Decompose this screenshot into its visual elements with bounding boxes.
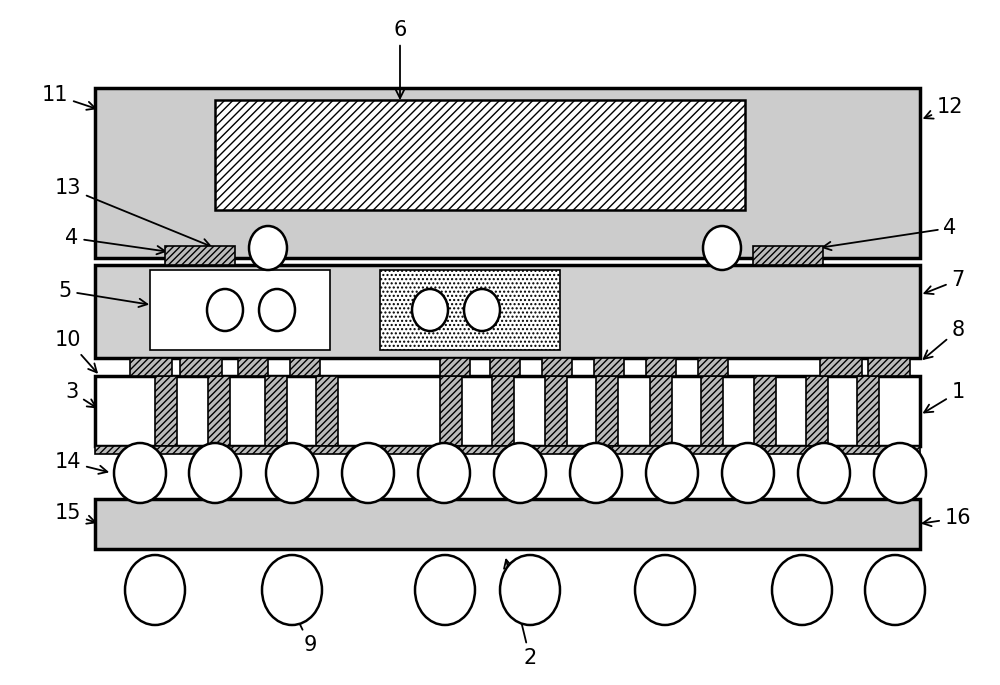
Text: 9: 9 bbox=[294, 612, 317, 655]
Bar bbox=[95, 265, 920, 358]
Text: 8: 8 bbox=[924, 320, 965, 359]
Bar bbox=[95, 499, 920, 549]
Bar bbox=[820, 358, 862, 376]
Text: 4: 4 bbox=[823, 218, 957, 250]
Bar bbox=[545, 376, 567, 446]
Bar bbox=[380, 270, 560, 350]
Ellipse shape bbox=[772, 555, 832, 625]
Ellipse shape bbox=[412, 289, 448, 331]
Ellipse shape bbox=[500, 555, 560, 625]
Ellipse shape bbox=[646, 443, 698, 503]
Text: 4: 4 bbox=[65, 228, 165, 254]
Bar bbox=[701, 376, 723, 446]
Text: 12: 12 bbox=[924, 97, 963, 119]
Bar bbox=[265, 376, 287, 446]
Ellipse shape bbox=[259, 289, 295, 331]
Bar bbox=[542, 358, 572, 376]
Ellipse shape bbox=[703, 226, 741, 270]
Bar bbox=[698, 358, 728, 376]
Bar bbox=[316, 376, 338, 446]
Bar bbox=[95, 446, 920, 454]
Bar bbox=[596, 376, 618, 446]
Text: 2: 2 bbox=[504, 560, 537, 668]
Bar bbox=[238, 358, 268, 376]
Ellipse shape bbox=[635, 555, 695, 625]
Text: 6: 6 bbox=[393, 20, 407, 98]
Bar bbox=[208, 376, 230, 446]
Bar bbox=[806, 376, 828, 446]
Bar bbox=[130, 358, 172, 376]
Ellipse shape bbox=[494, 443, 546, 503]
Ellipse shape bbox=[266, 443, 318, 503]
Bar bbox=[290, 358, 320, 376]
Text: 10: 10 bbox=[55, 330, 97, 373]
Ellipse shape bbox=[125, 555, 185, 625]
Ellipse shape bbox=[207, 289, 243, 331]
Ellipse shape bbox=[865, 555, 925, 625]
Ellipse shape bbox=[114, 443, 166, 503]
Text: 16: 16 bbox=[923, 508, 971, 528]
Bar bbox=[650, 376, 672, 446]
Text: 13: 13 bbox=[55, 178, 211, 247]
Bar bbox=[754, 376, 776, 446]
Ellipse shape bbox=[798, 443, 850, 503]
Bar bbox=[492, 376, 514, 446]
Bar bbox=[753, 246, 823, 265]
Bar bbox=[155, 376, 177, 446]
Bar bbox=[95, 376, 920, 446]
Ellipse shape bbox=[415, 555, 475, 625]
Bar bbox=[215, 100, 745, 210]
Bar bbox=[440, 358, 470, 376]
Bar bbox=[150, 270, 330, 350]
Bar bbox=[180, 358, 222, 376]
Text: 14: 14 bbox=[55, 452, 107, 474]
Ellipse shape bbox=[342, 443, 394, 503]
Ellipse shape bbox=[249, 226, 287, 270]
Text: 7: 7 bbox=[924, 270, 965, 294]
Text: 15: 15 bbox=[55, 503, 95, 523]
Bar bbox=[95, 88, 920, 258]
Ellipse shape bbox=[418, 443, 470, 503]
Bar bbox=[440, 376, 462, 446]
Text: 5: 5 bbox=[58, 281, 147, 307]
Ellipse shape bbox=[189, 443, 241, 503]
Bar bbox=[490, 358, 520, 376]
Bar bbox=[165, 246, 235, 265]
Ellipse shape bbox=[874, 443, 926, 503]
Ellipse shape bbox=[262, 555, 322, 625]
Bar bbox=[594, 358, 624, 376]
Bar bbox=[857, 376, 879, 446]
Text: 1: 1 bbox=[924, 382, 965, 412]
Text: 3: 3 bbox=[65, 382, 96, 408]
Bar bbox=[868, 358, 910, 376]
Ellipse shape bbox=[464, 289, 500, 331]
Ellipse shape bbox=[570, 443, 622, 503]
Text: 11: 11 bbox=[42, 85, 95, 110]
Bar bbox=[646, 358, 676, 376]
Ellipse shape bbox=[722, 443, 774, 503]
